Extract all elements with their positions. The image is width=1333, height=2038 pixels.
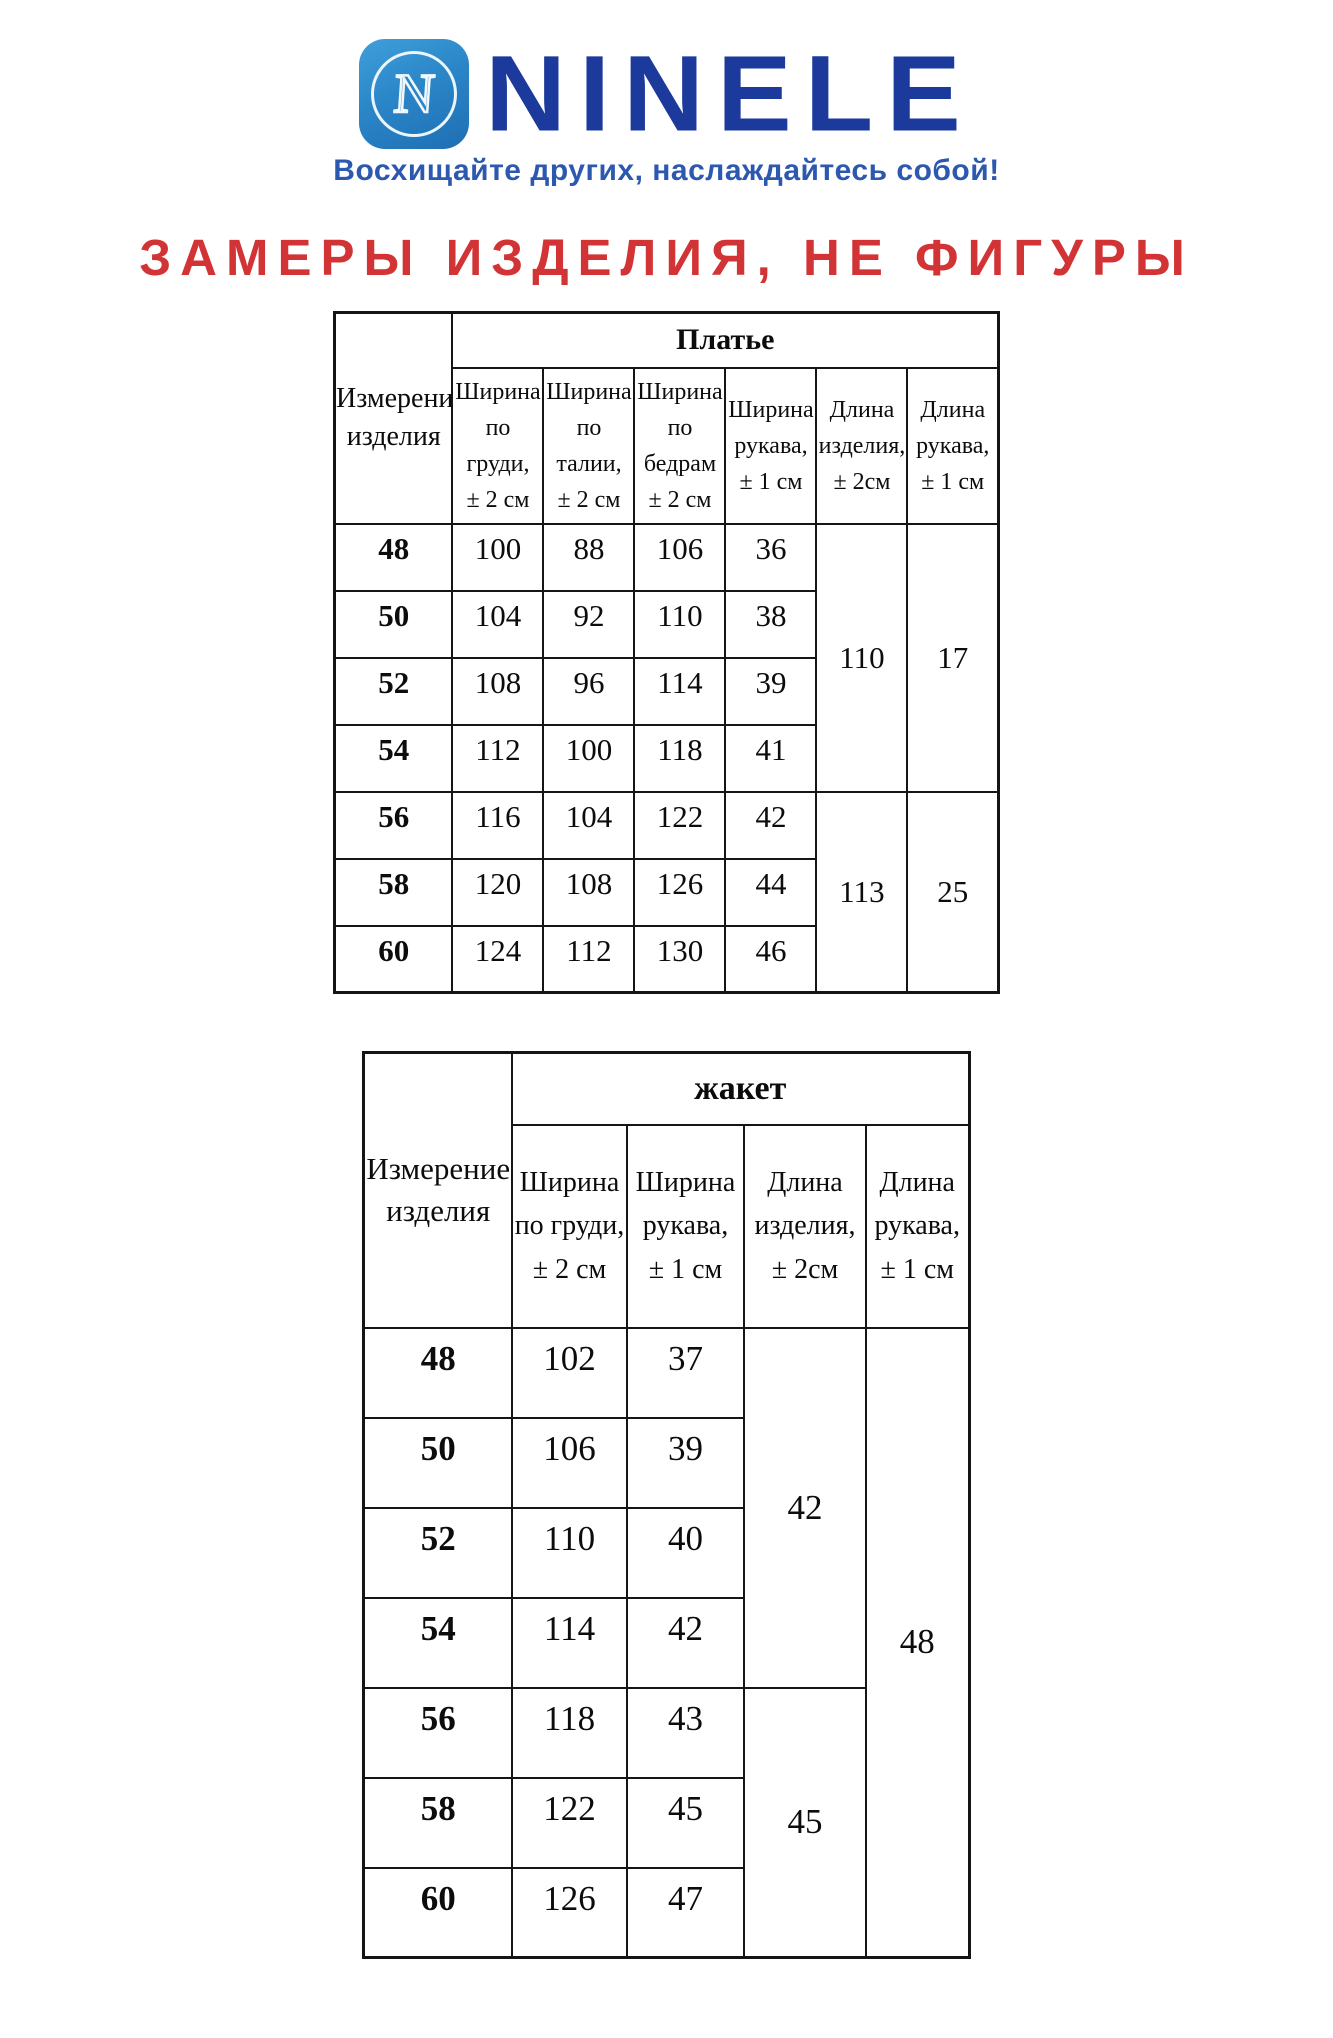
value-cell: 104: [542, 790, 636, 860]
value-cell: 122: [510, 1776, 628, 1869]
value-cell: 116: [451, 790, 545, 860]
value-cell: 102: [510, 1326, 628, 1419]
size-cell: 52: [333, 656, 454, 726]
column-header-sleeve-width: Ширина рукава, ± 1 см: [724, 366, 818, 525]
value-cell: 118: [510, 1686, 628, 1779]
value-cell: 41: [724, 723, 818, 793]
value-cell: 100: [451, 522, 545, 592]
column-header-item-length: Длина изделия, ± 2см: [815, 366, 909, 525]
value-cell: 122: [633, 790, 727, 860]
value-cell: 96: [542, 656, 636, 726]
value-cell: 110: [633, 589, 727, 659]
jacket-size-table: Измерение изделия жакет Ширина по груди,…: [362, 1051, 971, 1959]
value-cell: 100: [542, 723, 636, 793]
column-header-chest-width: Ширина по груди, ± 2 см: [510, 1123, 628, 1329]
brand-tagline: Восхищайте других, наслаждайтесь собой!: [333, 154, 1000, 187]
size-cell: 54: [333, 723, 454, 793]
n-monogram-circle: N: [371, 51, 458, 137]
value-cell: 104: [451, 589, 545, 659]
value-cell: 114: [633, 656, 727, 726]
size-cell: 60: [333, 924, 454, 994]
column-header-chest-width: Ширина по груди, ± 2 см: [451, 366, 545, 525]
size-cell: 56: [362, 1686, 513, 1779]
size-cell: 58: [333, 857, 454, 927]
value-cell: 106: [633, 522, 727, 592]
value-cell: 126: [633, 857, 727, 927]
value-cell: 44: [724, 857, 818, 927]
merged-value-cell-item-length: 45: [742, 1686, 867, 1959]
column-header-sleeve-length: Длина рукава, ± 1 см: [906, 366, 1000, 525]
value-cell: 118: [633, 723, 727, 793]
value-cell: 38: [724, 589, 818, 659]
value-cell: 112: [451, 723, 545, 793]
size-cell: 54: [362, 1596, 513, 1689]
value-cell: 106: [510, 1416, 628, 1509]
value-cell: 92: [542, 589, 636, 659]
value-cell: 88: [542, 522, 636, 592]
merged-value-cell-item-length: 113: [815, 790, 909, 994]
size-cell: 52: [362, 1506, 513, 1599]
value-cell: 108: [451, 656, 545, 726]
value-cell: 120: [451, 857, 545, 927]
value-cell: 124: [451, 924, 545, 994]
merged-value-cell-item-length: 110: [815, 522, 909, 793]
corner-header-cell: Измерение изделия: [333, 311, 454, 525]
size-cell: 56: [333, 790, 454, 860]
value-cell: 39: [625, 1416, 745, 1509]
size-cell: 50: [362, 1416, 513, 1509]
value-cell: 36: [724, 522, 818, 592]
size-cell: 48: [362, 1326, 513, 1419]
size-cell: 58: [362, 1776, 513, 1869]
value-cell: 114: [510, 1596, 628, 1689]
value-cell: 43: [625, 1686, 745, 1779]
column-header-sleeve-length: Длина рукава, ± 1 см: [864, 1123, 971, 1329]
value-cell: 47: [625, 1866, 745, 1959]
value-cell: 112: [542, 924, 636, 994]
ninele-logo-icon: N: [359, 39, 470, 149]
value-cell: 108: [542, 857, 636, 927]
value-cell: 42: [625, 1596, 745, 1689]
value-cell: 130: [633, 924, 727, 994]
size-cell: 50: [333, 589, 454, 659]
value-cell: 110: [510, 1506, 628, 1599]
n-monogram-icon: N: [390, 62, 437, 127]
logo-block: N NINELE: [0, 38, 1333, 150]
column-header-sleeve-width: Ширина рукава, ± 1 см: [625, 1123, 745, 1329]
column-header-waist-width: Ширина по талии, ± 2 см: [542, 366, 636, 525]
dress-size-table: Измерение изделия Платье Ширина по груди…: [332, 311, 1001, 994]
column-header-hip-width: Ширина по бедрам ± 2 см: [633, 366, 727, 525]
size-cell: 48: [333, 522, 454, 592]
brand-wordmark: NINELE: [485, 33, 974, 154]
corner-header-cell: Измерение изделия: [362, 1051, 513, 1329]
value-cell: 39: [724, 656, 818, 726]
merged-value-cell-item-length: 42: [742, 1326, 867, 1689]
column-header-item-length: Длина изделия, ± 2см: [742, 1123, 867, 1329]
value-cell: 42: [724, 790, 818, 860]
value-cell: 126: [510, 1866, 628, 1959]
value-cell: 45: [625, 1776, 745, 1869]
page-title: ЗАМЕРЫ ИЗДЕЛИЯ, НЕ ФИГУРЫ: [139, 229, 1194, 286]
merged-value-cell-sleeve-length: 25: [906, 790, 1000, 994]
value-cell: 40: [625, 1506, 745, 1599]
value-cell: 37: [625, 1326, 745, 1419]
size-cell: 60: [362, 1866, 513, 1959]
merged-value-cell-sleeve-length: 17: [906, 522, 1000, 793]
group-header-dress: Платье: [451, 311, 1000, 369]
size-chart-page: { "colors": { "brand_blue": "#1b3a9c", "…: [0, 38, 1333, 2038]
value-cell: 46: [724, 924, 818, 994]
group-header-jacket: жакет: [510, 1051, 971, 1126]
merged-value-cell-sleeve-length: 48: [864, 1326, 971, 1959]
